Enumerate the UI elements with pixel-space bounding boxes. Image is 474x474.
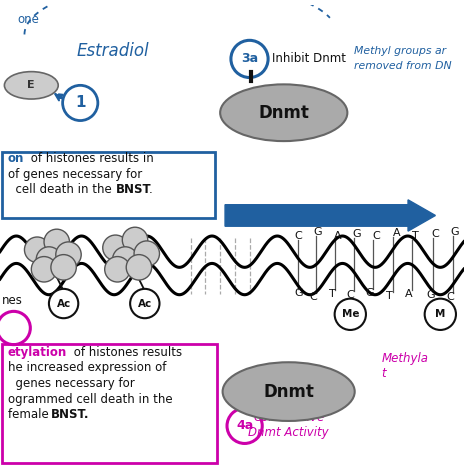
Text: removed from DN: removed from DN	[354, 61, 452, 71]
Text: T: T	[386, 291, 393, 301]
Circle shape	[130, 289, 159, 318]
Text: Constitutive: Constitutive	[253, 411, 324, 424]
Circle shape	[112, 247, 138, 272]
Ellipse shape	[223, 362, 355, 421]
Circle shape	[36, 247, 62, 272]
Text: Dnmt: Dnmt	[263, 383, 314, 401]
Ellipse shape	[220, 84, 347, 141]
Circle shape	[425, 299, 456, 330]
Text: G: G	[314, 227, 322, 237]
Circle shape	[44, 229, 70, 255]
Text: C: C	[294, 231, 302, 241]
Text: Dnmt: Dnmt	[258, 104, 309, 122]
Text: etylation: etylation	[8, 346, 67, 359]
Text: G: G	[365, 288, 374, 298]
Text: nes: nes	[2, 294, 23, 307]
Text: 1: 1	[75, 95, 85, 110]
Text: Ac: Ac	[56, 299, 71, 309]
Text: T: T	[329, 289, 336, 299]
Circle shape	[56, 242, 81, 267]
Text: Methyla: Methyla	[382, 353, 428, 365]
Text: BNST.: BNST.	[51, 408, 90, 421]
Text: G: G	[353, 229, 362, 239]
Text: cell death in the: cell death in the	[8, 183, 115, 196]
Text: C: C	[309, 292, 317, 301]
Text: A: A	[334, 231, 341, 241]
Bar	[2, 344, 217, 463]
Text: ogrammed cell death in the: ogrammed cell death in the	[8, 392, 173, 406]
FancyArrow shape	[225, 200, 436, 231]
Text: he increased expression of: he increased expression of	[8, 361, 166, 374]
Text: of histones results in: of histones results in	[27, 152, 154, 165]
Text: A: A	[405, 289, 413, 299]
Text: Me: Me	[342, 310, 359, 319]
Text: G: G	[451, 227, 459, 237]
Text: of histones results: of histones results	[71, 346, 182, 359]
Circle shape	[103, 235, 128, 261]
Text: G: G	[294, 288, 303, 298]
Text: M: M	[435, 310, 446, 319]
Text: genes necessary for: genes necessary for	[8, 377, 135, 390]
Text: Dnmt Activity: Dnmt Activity	[248, 426, 329, 439]
Text: C: C	[346, 290, 354, 300]
Text: 3a: 3a	[241, 53, 258, 65]
Text: .: .	[149, 183, 153, 196]
Text: one: one	[18, 13, 39, 26]
Text: 4a: 4a	[236, 419, 253, 432]
Circle shape	[25, 237, 50, 263]
Text: C: C	[431, 229, 439, 239]
Text: T: T	[412, 231, 419, 241]
Circle shape	[49, 289, 78, 318]
Text: Ac: Ac	[137, 299, 152, 309]
Circle shape	[126, 255, 152, 280]
Ellipse shape	[4, 72, 58, 99]
Text: A: A	[392, 228, 400, 238]
Bar	[2, 152, 215, 219]
Text: G: G	[426, 290, 435, 300]
Text: female: female	[8, 408, 52, 421]
Text: on: on	[8, 152, 24, 165]
Circle shape	[51, 255, 76, 280]
Circle shape	[105, 256, 130, 282]
Circle shape	[31, 256, 57, 282]
Text: C: C	[446, 292, 454, 301]
Circle shape	[335, 299, 366, 330]
Text: E: E	[27, 80, 35, 91]
Text: t: t	[382, 367, 386, 380]
Circle shape	[122, 227, 148, 253]
Text: Methyl groups ar: Methyl groups ar	[354, 46, 447, 56]
Text: C: C	[373, 231, 381, 241]
Circle shape	[134, 241, 159, 266]
Text: BNST: BNST	[116, 183, 151, 196]
Text: Estradiol: Estradiol	[76, 42, 149, 60]
Text: of genes necessary for: of genes necessary for	[8, 167, 142, 181]
Text: Inhibit Dnmt: Inhibit Dnmt	[272, 52, 346, 65]
